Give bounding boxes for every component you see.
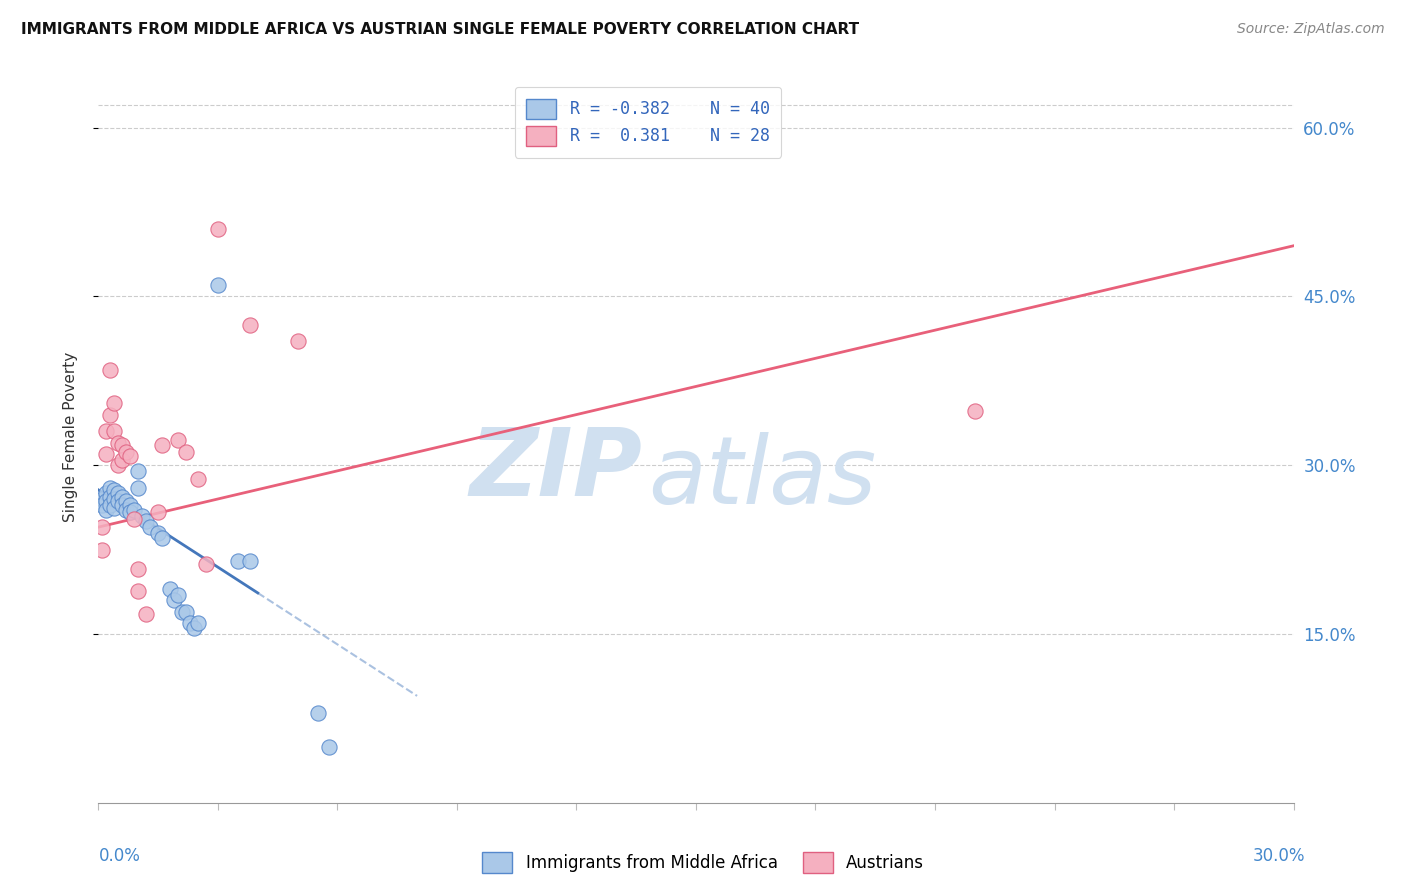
Point (167, 434, 190, 448)
Point (963, 404, 986, 418)
Point (103, 500, 125, 515)
Point (127, 481, 149, 495)
Point (96, 503, 118, 517)
Point (148, 525, 170, 540)
Point (135, 515, 157, 529)
Point (187, 472, 209, 486)
Point (91, 491, 114, 506)
Point (107, 486, 129, 500)
Point (131, 508, 153, 523)
Point (98, 408, 122, 422)
Point (107, 435, 129, 450)
Point (96, 494, 118, 508)
Point (120, 449, 142, 463)
Point (107, 458, 129, 473)
Legend: Immigrants from Middle Africa, Austrians: Immigrants from Middle Africa, Austrians (475, 846, 931, 880)
Text: Source: ZipAtlas.com: Source: ZipAtlas.com (1237, 22, 1385, 37)
Point (307, 706, 329, 720)
Point (98, 490, 122, 504)
Text: 0.0%: 0.0% (98, 847, 141, 865)
Point (98, 498, 122, 512)
Point (159, 582, 181, 596)
Point (96, 447, 118, 461)
Point (91, 498, 114, 512)
Point (183, 621, 205, 635)
Text: ZIP: ZIP (470, 424, 643, 516)
Point (98, 362, 122, 376)
Point (91, 520, 114, 534)
Point (111, 438, 134, 452)
Point (96, 425, 118, 439)
Point (163, 593, 186, 607)
Point (187, 615, 209, 630)
Point (239, 554, 262, 568)
Text: IMMIGRANTS FROM MIDDLE AFRICA VS AUSTRIAN SINGLE FEMALE POVERTY CORRELATION CHAR: IMMIGRANTS FROM MIDDLE AFRICA VS AUSTRIA… (21, 22, 859, 37)
Point (111, 498, 134, 512)
Point (103, 425, 125, 439)
Point (115, 503, 138, 517)
Point (318, 739, 340, 754)
Point (96, 486, 118, 500)
Point (127, 584, 149, 599)
Point (179, 615, 201, 630)
Point (103, 396, 125, 410)
Point (150, 438, 173, 452)
Point (167, 588, 190, 602)
Point (174, 444, 197, 458)
Point (195, 558, 218, 572)
Point (103, 491, 125, 506)
Point (207, 222, 229, 236)
Point (115, 494, 138, 508)
Point (150, 532, 173, 546)
Text: 30.0%: 30.0% (1253, 847, 1306, 865)
Point (139, 520, 162, 534)
Point (174, 605, 197, 619)
Y-axis label: Single Female Poverty: Single Female Poverty (63, 352, 77, 522)
Point (148, 506, 170, 520)
Point (287, 334, 309, 349)
Point (127, 464, 149, 478)
Legend: R = -0.382    N = 40, R =  0.381    N = 28: R = -0.382 N = 40, R = 0.381 N = 28 (515, 87, 782, 158)
Point (239, 318, 262, 332)
Point (226, 554, 249, 568)
Point (91, 542, 114, 557)
Point (111, 452, 134, 467)
Point (120, 498, 142, 512)
Point (172, 605, 194, 619)
Point (124, 503, 146, 517)
Point (107, 494, 129, 508)
Point (124, 512, 146, 526)
Point (115, 444, 138, 458)
Point (103, 483, 125, 497)
Point (127, 562, 149, 576)
Point (111, 490, 134, 504)
Point (98, 481, 122, 495)
Text: atlas: atlas (648, 432, 876, 523)
Point (135, 607, 157, 621)
Point (207, 278, 229, 293)
Point (120, 506, 142, 520)
